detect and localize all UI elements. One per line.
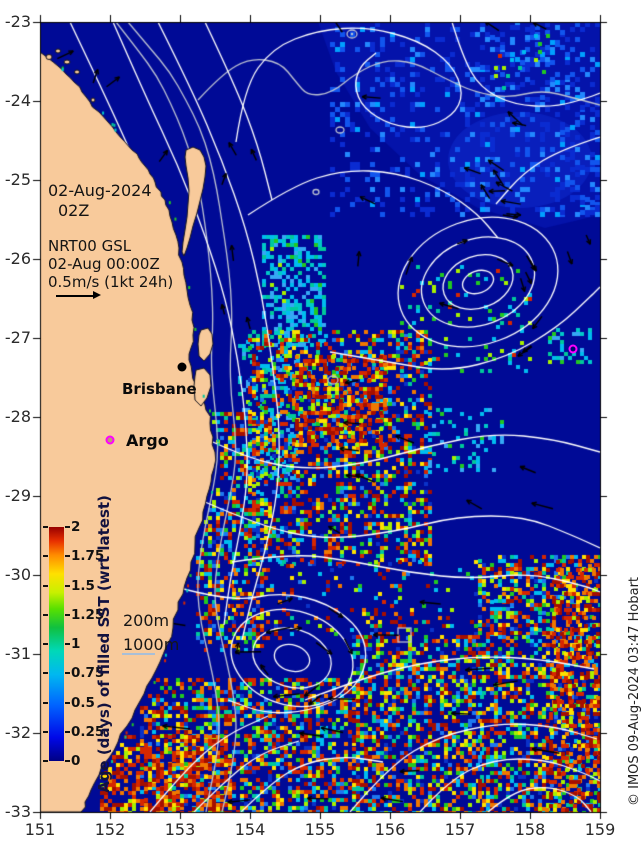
brisbane-label: Brisbane xyxy=(122,380,197,398)
colorbar-tick-left xyxy=(43,672,48,675)
depth-legend-200m: 200m xyxy=(123,611,170,630)
y-tick-label: -26 xyxy=(4,249,31,268)
x-tick-label: 156 xyxy=(374,820,406,839)
argo-marker-icon xyxy=(105,435,115,445)
colorbar-tick-right xyxy=(65,701,70,704)
colorbar-tick-label: 0 xyxy=(71,753,81,769)
colorbar-tick-right xyxy=(65,526,70,528)
colorbar-tick-label: 1 xyxy=(71,636,81,652)
y-tick-label: -33 xyxy=(4,802,31,821)
colorbar-tick-left xyxy=(43,730,48,733)
x-tick-label: 154 xyxy=(234,820,266,839)
colorbar-tick-right xyxy=(65,672,70,675)
colorbar-tick-right xyxy=(65,613,70,616)
model-time-annotation: 02-Aug 00:00Z xyxy=(48,255,160,273)
depth-contour-sample-line xyxy=(122,653,155,655)
y-tick-label: -30 xyxy=(4,565,31,584)
colorbar-tick-label: 1.25 xyxy=(71,606,105,623)
y-tick-label: -27 xyxy=(4,328,31,347)
model-name-annotation: NRT00 GSL xyxy=(48,237,132,255)
colorbar-tick-label: 0.25 xyxy=(71,723,105,740)
y-tick-label: -32 xyxy=(4,723,31,742)
colorbar-tick-left xyxy=(43,613,48,616)
x-tick-label: 153 xyxy=(164,820,196,839)
colorbar-tick-right xyxy=(65,584,70,587)
colorbar-tick-left xyxy=(43,643,48,645)
colorbar-tick-left xyxy=(43,526,48,528)
x-tick-label: 159 xyxy=(584,820,616,839)
colorbar-tick-left xyxy=(43,701,48,704)
colorbar-tick-left xyxy=(43,555,48,558)
credit-text: © IMOS 09-Aug-2024 03:47 Hobart xyxy=(627,576,642,806)
run-hour-annotation: 02Z xyxy=(58,201,90,220)
x-tick-label: 152 xyxy=(94,820,126,839)
colorbar-tick-label: 1.5 xyxy=(71,577,95,594)
x-tick-label: 151 xyxy=(24,820,56,839)
brisbane-dot xyxy=(177,362,187,372)
y-tick-label: -31 xyxy=(4,644,31,663)
colorbar-tick-right xyxy=(65,760,70,762)
age-colorbar xyxy=(49,527,64,761)
colorbar-title: Age (days) of filled SST (wrt latest) xyxy=(95,495,113,793)
colorbar-tick-right xyxy=(65,555,70,558)
argo-offshore-marker-icon xyxy=(568,344,578,354)
y-tick-label: -28 xyxy=(4,407,31,426)
depth-legend-1000m: 1000m xyxy=(123,635,180,654)
colorbar-tick-label: 0.5 xyxy=(71,694,95,711)
colorbar-tick-label: 1.75 xyxy=(71,548,105,565)
date-annotation: 02-Aug-2024 xyxy=(48,181,152,200)
colorbar-tick-label: 2 xyxy=(71,519,81,535)
y-tick-label: -23 xyxy=(4,12,31,31)
vector-scale-annotation: 0.5m/s (1kt 24h) xyxy=(48,273,174,291)
colorbar-tick-left xyxy=(43,584,48,587)
colorbar-tick-label: 0.75 xyxy=(71,665,105,682)
colorbar-tick-left xyxy=(43,760,48,762)
colorbar-tick-right xyxy=(65,643,70,645)
vector-scale-arrow-icon xyxy=(56,292,101,299)
x-tick-label: 157 xyxy=(444,820,476,839)
x-tick-label: 158 xyxy=(514,820,546,839)
y-tick-label: -24 xyxy=(4,91,31,110)
colorbar-tick-right xyxy=(65,730,70,733)
y-tick-label: -29 xyxy=(4,486,31,505)
x-tick-label: 155 xyxy=(304,820,336,839)
y-tick-label: -25 xyxy=(4,170,31,189)
argo-label: Argo xyxy=(126,431,169,450)
